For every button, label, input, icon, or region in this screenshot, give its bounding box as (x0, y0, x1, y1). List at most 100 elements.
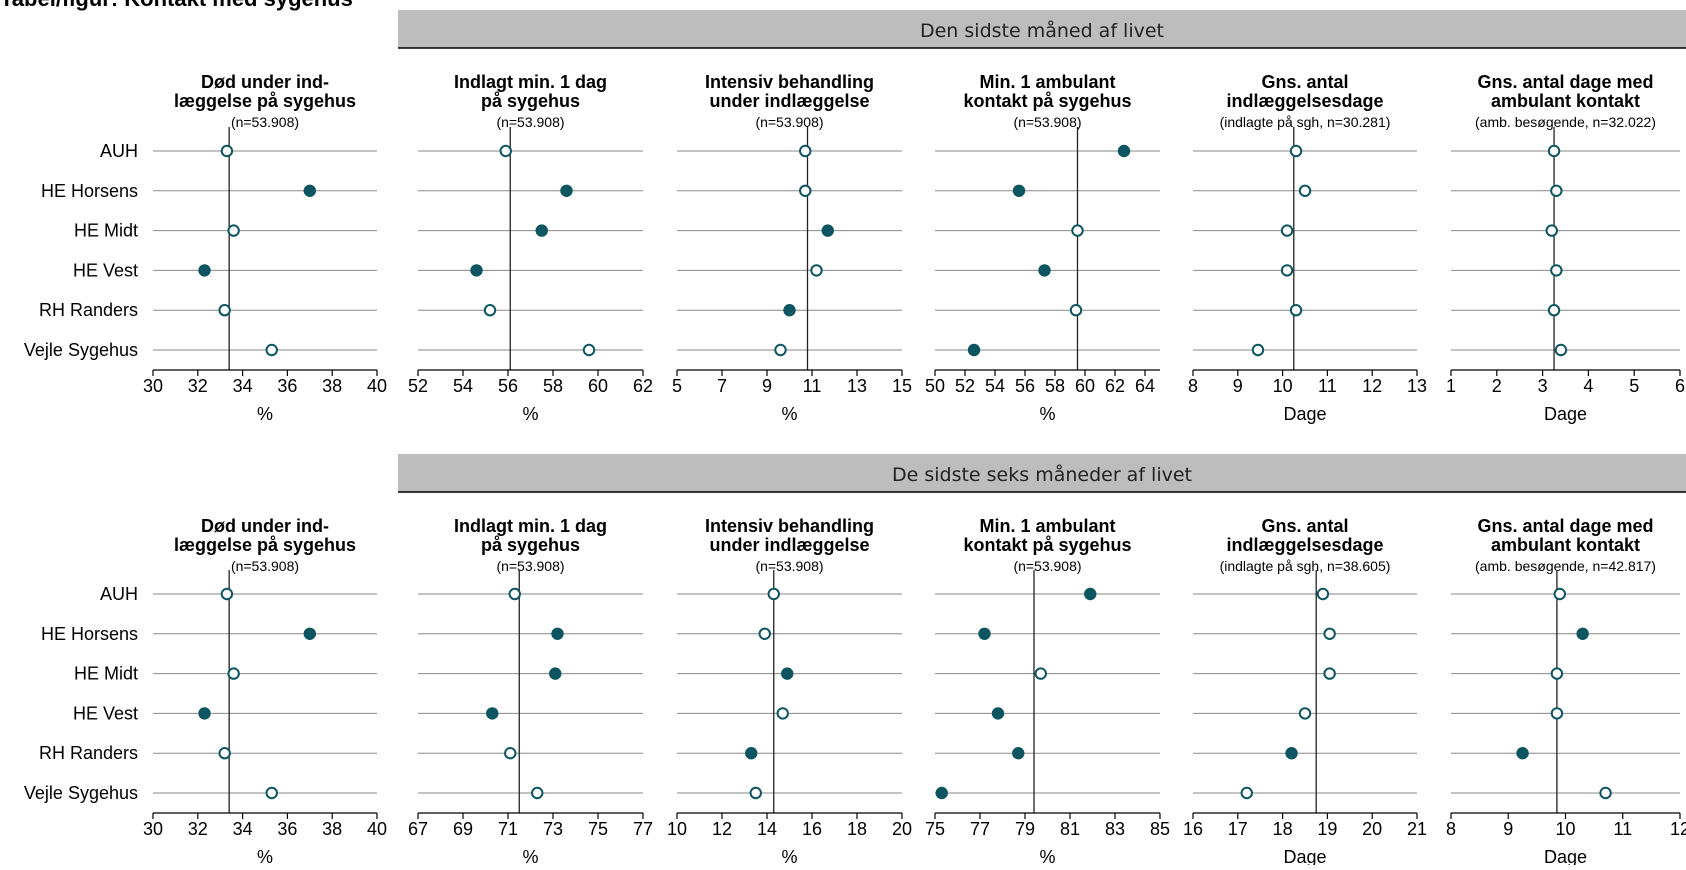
x-tick-label: 6 (1675, 376, 1685, 396)
panel-title: Død under ind- (201, 516, 329, 536)
x-tick-label: 52 (955, 376, 975, 396)
data-point-open (1549, 305, 1559, 315)
data-point-open (222, 146, 232, 156)
panel-title: ambulant kontakt (1491, 535, 1640, 555)
panel-title: Gns. antal dage med (1477, 516, 1653, 536)
category-label: Vejle Sygehus (24, 340, 138, 360)
data-point-open (1552, 708, 1562, 718)
x-tick-label: 11 (803, 376, 822, 396)
section-title: De sidste seks måneder af livet (892, 463, 1192, 486)
data-point-open (1552, 668, 1562, 678)
data-point-open (1300, 708, 1310, 718)
data-point-filled (969, 345, 979, 355)
x-tick-label: 8 (1446, 819, 1456, 839)
panel-subtitle: (n=53.908) (1013, 558, 1081, 574)
x-tick-label: 75 (925, 819, 945, 839)
data-point-filled (1085, 589, 1095, 599)
data-point-filled (1039, 265, 1049, 275)
category-label: AUH (100, 584, 138, 604)
data-point-filled (487, 708, 497, 718)
x-tick-label: 58 (1045, 376, 1065, 396)
panel-title: ambulant kontakt (1491, 91, 1640, 111)
x-axis-label: % (781, 404, 797, 424)
x-tick-label: 67 (408, 819, 428, 839)
panel-subtitle: (n=53.908) (1013, 114, 1081, 130)
x-tick-label: 7 (717, 376, 727, 396)
x-tick-label: 56 (1015, 376, 1035, 396)
category-label: HE Vest (73, 260, 138, 280)
data-point-open (510, 589, 520, 599)
category-label: HE Midt (74, 664, 138, 684)
panel-subtitle: (n=53.908) (755, 558, 823, 574)
x-tick-label: 2 (1492, 376, 1502, 396)
x-tick-label: 16 (1183, 819, 1203, 839)
data-point-open (811, 265, 821, 275)
data-point-open (769, 589, 779, 599)
data-point-open (1551, 186, 1561, 196)
data-point-open (228, 668, 238, 678)
panel-subtitle: (n=53.908) (755, 114, 823, 130)
data-point-filled (1577, 629, 1587, 639)
x-axis-label: % (522, 404, 538, 424)
x-tick-label: 56 (498, 376, 518, 396)
data-point-filled (305, 186, 315, 196)
x-axis-label: Dage (1283, 847, 1326, 865)
panel-title: Min. 1 ambulant (979, 72, 1115, 92)
x-tick-label: 40 (367, 819, 387, 839)
category-label: AUH (100, 141, 138, 161)
data-point-open (1600, 788, 1610, 798)
data-point-open (751, 788, 761, 798)
x-tick-label: 15 (892, 376, 912, 396)
x-axis-label: % (257, 404, 273, 424)
panel-title: Gns. antal dage med (1477, 72, 1653, 92)
panel-title: på sygehus (481, 535, 580, 555)
x-axis-label: Dage (1283, 404, 1326, 424)
x-tick-label: 21 (1407, 819, 1427, 839)
data-point-open (1242, 788, 1252, 798)
x-tick-label: 75 (588, 819, 608, 839)
x-tick-label: 12 (1670, 819, 1686, 839)
data-point-open (219, 748, 229, 758)
panel-title: Min. 1 ambulant (979, 516, 1115, 536)
panel-title: Indlagt min. 1 dag (454, 72, 607, 92)
data-point-open (532, 788, 542, 798)
data-point-filled (937, 788, 947, 798)
x-tick-label: 38 (322, 819, 342, 839)
panel-subtitle: (indlagte på sgh, n=38.605) (1220, 558, 1391, 574)
x-axis-label: Dage (1544, 404, 1587, 424)
data-point-filled (199, 265, 209, 275)
x-tick-label: 5 (672, 376, 682, 396)
data-point-open (778, 708, 788, 718)
data-point-open (1318, 589, 1328, 599)
data-point-open (800, 186, 810, 196)
data-point-open (1071, 305, 1081, 315)
x-tick-label: 79 (1015, 819, 1035, 839)
data-point-open (584, 345, 594, 355)
x-tick-label: 14 (757, 819, 777, 839)
x-tick-label: 69 (453, 819, 473, 839)
x-tick-label: 58 (543, 376, 563, 396)
x-tick-label: 54 (985, 376, 1005, 396)
x-tick-label: 18 (847, 819, 867, 839)
data-point-filled (1119, 146, 1129, 156)
data-point-open (1324, 668, 1334, 678)
x-tick-label: 85 (1150, 819, 1170, 839)
data-point-filled (552, 629, 562, 639)
data-point-open (1555, 589, 1565, 599)
category-label: Vejle Sygehus (24, 783, 138, 803)
data-point-open (1547, 225, 1557, 235)
x-tick-label: 10 (667, 819, 687, 839)
data-point-filled (979, 629, 989, 639)
x-axis-label: % (781, 847, 797, 865)
x-tick-label: 5 (1629, 376, 1639, 396)
x-tick-label: 73 (543, 819, 563, 839)
x-tick-label: 30 (143, 376, 163, 396)
data-point-filled (1013, 748, 1023, 758)
x-tick-label: 54 (453, 376, 473, 396)
x-tick-label: 20 (892, 819, 912, 839)
x-tick-label: 77 (633, 819, 653, 839)
data-point-open (800, 146, 810, 156)
panel-subtitle: (n=53.908) (496, 558, 564, 574)
